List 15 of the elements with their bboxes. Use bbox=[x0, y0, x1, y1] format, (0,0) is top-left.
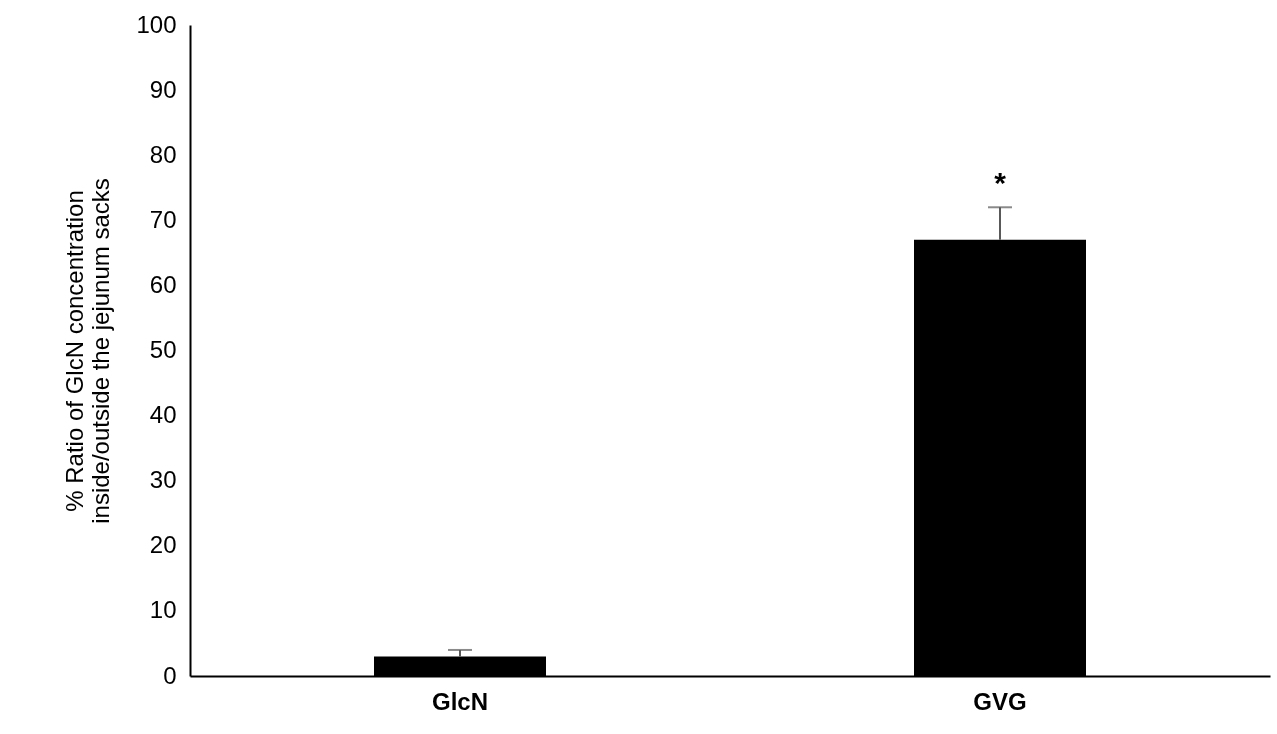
y-tick-label: 10 bbox=[149, 596, 177, 624]
x-tick-label: GVG bbox=[973, 687, 1027, 715]
annotation: * bbox=[994, 166, 1007, 200]
y-tick-label: 80 bbox=[149, 140, 177, 168]
y-tick-label: 60 bbox=[149, 270, 177, 298]
y-tick-label: 50 bbox=[149, 336, 177, 363]
y-tick-label: 70 bbox=[149, 205, 177, 233]
y-tick-label: 90 bbox=[149, 75, 177, 103]
y-tick-label: 30 bbox=[149, 466, 177, 494]
y-axis-title: % Ratio of GlcN concentration inside/outside the jejunum sacks bbox=[61, 178, 115, 524]
y-tick-label: 100 bbox=[136, 10, 177, 38]
y-tick-label: 40 bbox=[149, 401, 177, 429]
y-tick-label: 0 bbox=[163, 661, 177, 689]
y-tick-label: 20 bbox=[149, 531, 177, 559]
x-tick-label: GlcN bbox=[431, 687, 489, 715]
